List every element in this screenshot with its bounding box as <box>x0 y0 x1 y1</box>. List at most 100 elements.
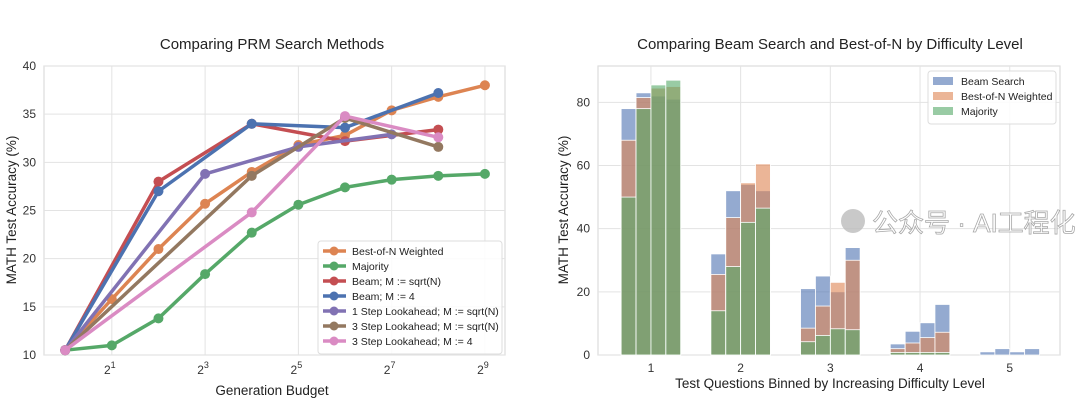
left-y-tick-label: 25 <box>23 204 37 218</box>
bar <box>904 352 921 356</box>
data-point <box>153 176 164 187</box>
data-point <box>386 174 397 185</box>
data-point <box>246 207 257 218</box>
right-x-axis-label: Test Questions Binned by Increasing Diff… <box>675 376 985 391</box>
legend-marker <box>329 261 339 271</box>
data-point <box>153 186 164 197</box>
data-point <box>200 269 211 280</box>
data-point <box>433 124 444 135</box>
left-legend: Best-of-N Weighted Majority Beam; M := sqr… <box>317 240 503 355</box>
legend-marker <box>329 306 339 316</box>
left-y-tick-label: 35 <box>23 107 37 121</box>
legend-marker <box>329 246 339 256</box>
data-point <box>200 168 211 179</box>
bar <box>1024 348 1040 356</box>
right-y-tick-label: 60 <box>577 158 591 172</box>
left-x-tick-label: 27 <box>384 360 396 377</box>
watermark-text: 公众号 · AI工程化 <box>872 208 1076 238</box>
legend-label: Best-of-N Weighted <box>352 246 444 258</box>
left-x-tick-label: 25 <box>291 360 303 377</box>
series-line <box>63 116 439 352</box>
right-legend: Beam Search Best-of-N Weighted Majority <box>927 70 1057 125</box>
right-x-tick-label: 4 <box>917 361 924 375</box>
left-x-axis-label: Generation Budget <box>215 383 329 398</box>
legend-label: 3 Step Lookahead; M := 4 <box>352 336 473 348</box>
right-y-tick-label: 80 <box>577 95 591 109</box>
data-point <box>293 199 304 210</box>
bar <box>650 84 667 356</box>
data-point <box>433 170 444 181</box>
data-point <box>153 244 164 255</box>
left-y-tick-label: 15 <box>23 300 37 314</box>
bar <box>620 196 637 356</box>
data-point <box>246 118 257 129</box>
right-y-axis-label: MATH Test Accuracy (%) <box>556 136 571 285</box>
right-plot-area: 0 20 40 60 80 1 2 3 4 5 Beam Search Best-of-N Weigh… <box>577 65 1061 375</box>
data-point <box>340 122 351 133</box>
bar <box>815 335 831 356</box>
data-point <box>433 87 444 98</box>
bar <box>665 79 682 356</box>
legend-label: Beam; M := sqrt(N) <box>352 276 441 288</box>
legend-label: Majority <box>352 261 390 273</box>
bar <box>755 207 771 356</box>
watermark: 公众号 · AI工程化 <box>841 208 1076 238</box>
data-point <box>246 170 257 181</box>
bar <box>934 352 951 356</box>
right-x-tick-label: 2 <box>737 361 744 375</box>
data-point <box>200 198 211 209</box>
right-x-tick-label: 3 <box>827 361 834 375</box>
bar <box>994 348 1011 356</box>
bar <box>635 108 652 356</box>
legend-label: Beam; M := 4 <box>352 291 415 303</box>
legend-label: Beam Search <box>961 76 1025 88</box>
data-point <box>153 313 164 324</box>
left-plot-area: 10 15 20 25 30 35 40 21 23 25 27 29 Best-of-N Weight… <box>23 59 506 377</box>
data-point <box>106 340 117 351</box>
legend-marker <box>329 321 339 331</box>
legend-marker <box>329 336 339 346</box>
right-chart-title: Comparing Beam Search and Best-of-N by D… <box>637 36 1023 53</box>
left-x-tick-label: 23 <box>197 360 209 377</box>
bar <box>979 351 996 356</box>
legend-label: 3 Step Lookahead; M := sqrt(N) <box>352 321 499 333</box>
data-point <box>479 80 490 91</box>
series-line <box>64 114 439 352</box>
bar <box>844 329 861 356</box>
bar <box>800 341 816 356</box>
bar <box>725 266 742 356</box>
data-point <box>340 111 351 122</box>
right-y-tick-label: 20 <box>577 285 591 299</box>
bar <box>919 352 936 356</box>
left-chart-title: Comparing PRM Search Methods <box>160 36 384 53</box>
bar <box>740 221 756 356</box>
left-y-tick-label: 20 <box>23 252 37 266</box>
legend-swatch <box>933 107 953 115</box>
left-x-tick-label: 29 <box>477 360 489 377</box>
bar <box>710 310 727 356</box>
data-point <box>60 345 71 356</box>
data-point <box>340 182 351 193</box>
legend-label: 1 Step Lookahead; M := sqrt(N) <box>352 306 499 318</box>
data-point <box>433 132 444 143</box>
watermark-logo-icon <box>841 209 865 233</box>
right-x-tick-label: 5 <box>1006 361 1013 375</box>
legend-swatch <box>933 92 953 100</box>
bar <box>829 328 846 356</box>
bar <box>1009 351 1026 356</box>
data-point <box>433 141 444 152</box>
legend-frame <box>927 70 1057 125</box>
data-point <box>479 168 490 179</box>
legend-label: Best-of-N Weighted <box>961 91 1053 103</box>
left-x-tick-label: 21 <box>104 360 116 377</box>
bar <box>889 352 906 356</box>
series-line <box>63 132 392 352</box>
left-y-tick-label: 40 <box>23 59 37 73</box>
left-y-tick-label: 30 <box>23 155 37 169</box>
data-point <box>246 227 257 238</box>
right-x-tick-label: 1 <box>648 361 655 375</box>
right-y-tick-label: 0 <box>583 348 590 362</box>
right-y-tick-label: 40 <box>577 222 591 236</box>
legend-frame <box>317 240 503 355</box>
